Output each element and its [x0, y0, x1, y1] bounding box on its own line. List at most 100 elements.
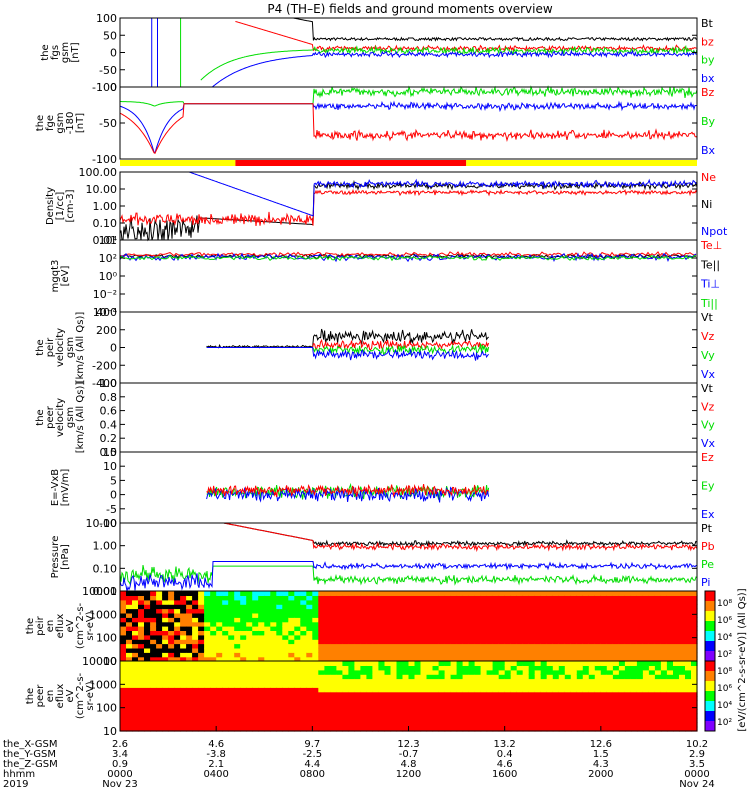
spectrogram-cell — [132, 704, 139, 710]
spectrogram-cell — [264, 599, 271, 605]
spectrogram-cell — [192, 717, 199, 723]
spectrogram-cell — [414, 656, 422, 662]
y-axis-label-line: the — [40, 44, 51, 60]
spectrogram-cell — [420, 652, 428, 658]
colorbar-tick-label: 10² — [717, 650, 732, 660]
spectrogram-cell — [402, 643, 410, 649]
spectrogram-cell — [366, 634, 373, 640]
spectrogram-cell — [642, 709, 650, 715]
spectrogram-cell — [540, 643, 548, 649]
y-tick-label: 5 — [110, 474, 117, 487]
spectrogram-cell — [486, 621, 494, 627]
spectrogram-cell — [384, 704, 392, 710]
spectrogram-cell — [474, 678, 482, 684]
spectrogram-cell — [546, 630, 554, 636]
legend-entry: Pe — [701, 558, 714, 571]
spectrogram-cell — [414, 669, 422, 675]
spectrogram-cell — [504, 604, 512, 610]
spectrogram-cell — [666, 656, 674, 662]
x-row-label: the_X-GSM — [3, 739, 57, 750]
spectrogram-cell — [162, 691, 169, 697]
spectrogram-cell — [679, 682, 686, 688]
legend-entry: Ey — [701, 480, 715, 493]
spectrogram-cell — [312, 612, 319, 618]
spectrogram-cell — [168, 617, 175, 623]
x-tick-label: 2.6 — [112, 739, 128, 750]
spectrogram-cell — [276, 612, 283, 618]
spectrogram-cell — [504, 643, 512, 649]
spectrogram-cell — [366, 652, 373, 658]
spectrogram-cell — [660, 691, 668, 697]
spectrogram-cell — [390, 700, 398, 706]
spectrogram-cell — [228, 678, 235, 684]
spectrogram-cell — [276, 595, 283, 601]
spectrogram-cell — [228, 639, 235, 645]
spectrogram-cell — [685, 674, 692, 680]
spectrogram-cell — [282, 713, 289, 719]
legend-entry: Npot — [701, 225, 728, 238]
spectrogram-cell — [192, 604, 199, 610]
spectrogram-cell — [144, 604, 151, 610]
spectrogram-cell — [366, 612, 373, 618]
spectrogram-cell — [222, 682, 229, 688]
spectrogram-cell — [210, 717, 217, 723]
spectrogram-cell — [174, 682, 181, 688]
spectrogram-cell — [270, 656, 277, 662]
y-axis-label-line: peer — [45, 405, 56, 429]
spectrogram-cell — [180, 682, 187, 688]
spectrogram-cell — [522, 717, 530, 723]
spectrogram-cell — [252, 591, 259, 596]
spectrogram-cell — [504, 709, 512, 715]
spectrogram-cell — [528, 691, 536, 697]
spectrogram-cell — [420, 678, 428, 684]
spectrogram-cell — [673, 726, 680, 732]
spectrogram-cell — [522, 634, 530, 640]
spectrogram-cell — [150, 599, 157, 605]
spectrogram-cell — [234, 722, 241, 728]
spectrogram-cell — [582, 665, 590, 671]
spectrogram-cell — [564, 626, 572, 631]
spectrogram-cell — [240, 608, 247, 614]
spectrogram-cell — [162, 696, 169, 701]
spectrogram-cell — [138, 643, 145, 649]
spectrogram-cell — [252, 691, 259, 697]
spectrogram-cell — [522, 621, 530, 627]
spectrogram-cell — [588, 713, 596, 719]
spectrogram-cell — [252, 626, 259, 631]
spectrogram-cell — [480, 634, 488, 640]
spectrogram-cell — [552, 617, 560, 623]
spectrogram-cell — [480, 630, 488, 636]
spectrogram-cell — [480, 696, 488, 701]
spectrogram-cell — [666, 678, 674, 684]
spectrogram-cell — [138, 612, 145, 618]
spectrogram-cell — [570, 630, 578, 636]
spectrogram-cell — [252, 599, 259, 605]
spectrogram-cell — [192, 647, 199, 653]
spectrogram-cell — [294, 617, 301, 623]
spectrogram-cell — [324, 713, 331, 719]
spectrogram-cell — [462, 678, 470, 684]
y-axis-label-line: the — [35, 409, 46, 425]
spectrogram-cell — [174, 674, 181, 680]
spectrogram-cell — [612, 713, 620, 719]
spectrogram-cell — [534, 643, 542, 649]
spectrogram-cell — [288, 626, 295, 631]
spectrogram-cell — [324, 652, 331, 658]
spectrogram-cell — [360, 687, 367, 693]
spectrogram-cell — [540, 612, 548, 618]
spectrogram-cell — [252, 674, 259, 680]
spectrogram-cell — [540, 647, 548, 653]
spectrogram-cell — [264, 612, 271, 618]
spectrogram-cell — [552, 709, 560, 715]
spectrogram-cell — [540, 634, 548, 640]
spectrogram-cell — [666, 674, 674, 680]
spectrogram-cell — [540, 595, 548, 601]
colorbar-band — [705, 701, 715, 712]
spectrogram-cell — [438, 674, 446, 680]
spectrogram-cell — [276, 700, 283, 706]
spectrogram-cell — [282, 717, 289, 723]
spectrogram-cell — [288, 722, 295, 728]
spectrogram-cell — [468, 709, 476, 715]
spectrogram-cell — [342, 612, 349, 618]
spectrogram-cell — [294, 630, 301, 636]
